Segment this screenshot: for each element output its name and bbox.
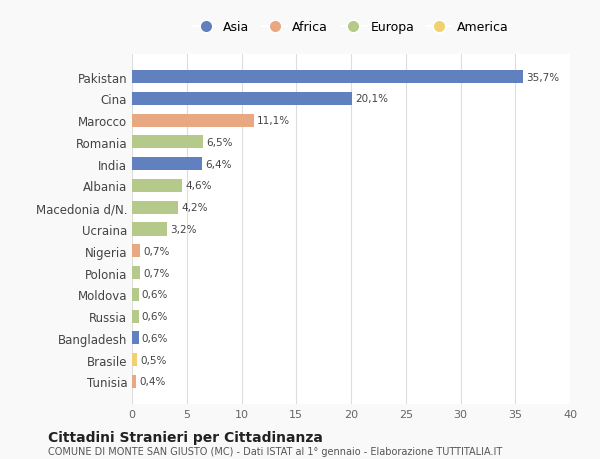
Text: 0,4%: 0,4% xyxy=(140,376,166,386)
Bar xyxy=(132,331,139,345)
Bar xyxy=(132,201,178,214)
Text: 20,1%: 20,1% xyxy=(355,94,388,104)
Bar xyxy=(132,179,182,193)
Bar xyxy=(132,353,137,366)
Bar xyxy=(132,71,523,84)
Bar xyxy=(132,266,140,280)
Text: 11,1%: 11,1% xyxy=(257,116,290,126)
Text: 0,6%: 0,6% xyxy=(142,290,168,300)
Text: 6,4%: 6,4% xyxy=(205,159,232,169)
Text: Cittadini Stranieri per Cittadinanza: Cittadini Stranieri per Cittadinanza xyxy=(48,430,323,444)
Bar xyxy=(132,375,136,388)
Bar xyxy=(132,288,139,301)
Text: 0,7%: 0,7% xyxy=(143,268,169,278)
Text: COMUNE DI MONTE SAN GIUSTO (MC) - Dati ISTAT al 1° gennaio - Elaborazione TUTTIT: COMUNE DI MONTE SAN GIUSTO (MC) - Dati I… xyxy=(48,447,502,456)
Text: 0,5%: 0,5% xyxy=(141,355,167,365)
Text: 0,6%: 0,6% xyxy=(142,333,168,343)
Text: 4,6%: 4,6% xyxy=(185,181,212,191)
Text: 0,6%: 0,6% xyxy=(142,311,168,321)
Bar xyxy=(132,310,139,323)
Text: 4,2%: 4,2% xyxy=(181,203,208,213)
Bar xyxy=(132,114,254,128)
Text: 6,5%: 6,5% xyxy=(206,138,233,148)
Legend: Asia, Africa, Europa, America: Asia, Africa, Europa, America xyxy=(188,16,514,39)
Text: 35,7%: 35,7% xyxy=(526,73,559,83)
Text: 3,2%: 3,2% xyxy=(170,224,197,235)
Bar xyxy=(132,136,203,149)
Bar xyxy=(132,93,352,106)
Bar xyxy=(132,223,167,236)
Bar xyxy=(132,245,140,258)
Text: 0,7%: 0,7% xyxy=(143,246,169,256)
Bar xyxy=(132,158,202,171)
